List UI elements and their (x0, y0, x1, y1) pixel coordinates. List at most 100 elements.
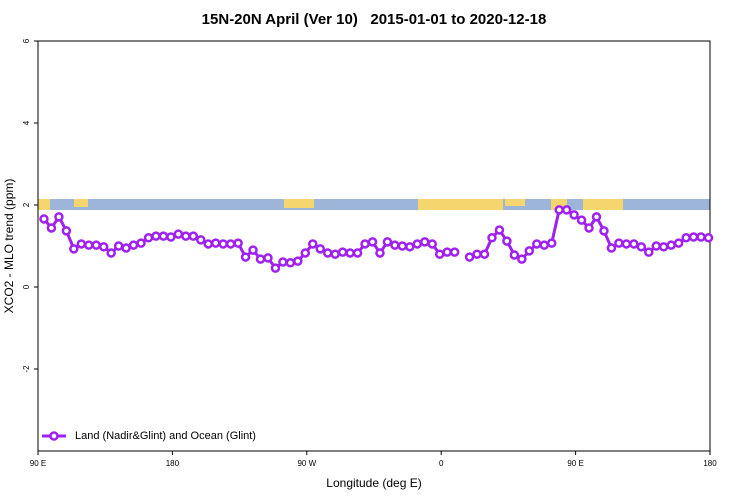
point (46, 223, 57, 233)
point (614, 238, 624, 248)
point (696, 232, 706, 242)
point (337, 247, 348, 257)
legend-marker (49, 431, 59, 441)
point (502, 236, 512, 246)
x-tick-label: 180 (166, 459, 180, 468)
point (113, 241, 124, 251)
point (345, 248, 355, 258)
point (576, 215, 587, 225)
point (136, 238, 146, 248)
point (569, 210, 579, 220)
point (69, 244, 79, 254)
point (158, 231, 169, 241)
point (509, 250, 520, 260)
point (644, 247, 654, 257)
point (539, 240, 549, 250)
point (143, 233, 154, 243)
y-tick-label: 0 (22, 284, 31, 289)
point (487, 233, 497, 243)
point (420, 237, 430, 247)
point (584, 223, 594, 233)
x-tick-label: 90 E (567, 459, 583, 468)
point (330, 249, 340, 259)
point (91, 240, 101, 250)
point (651, 241, 661, 251)
point (554, 205, 564, 215)
point (233, 238, 243, 248)
point (449, 247, 460, 257)
point (166, 232, 176, 242)
point (285, 258, 296, 268)
point (196, 235, 206, 245)
point (688, 232, 699, 242)
point (98, 242, 109, 252)
point (375, 248, 385, 258)
point (397, 241, 408, 251)
point (308, 239, 318, 249)
point (524, 246, 535, 256)
x-tick-label: 90 E (30, 459, 46, 468)
point (278, 257, 288, 267)
y-axis-label: XCO2 - MLO trend (ppm) (2, 179, 16, 314)
point (390, 240, 400, 250)
legend-label: Land (Nadir&Glint) and Ocean (Glint) (75, 430, 256, 442)
point (84, 240, 94, 250)
point (300, 248, 311, 258)
y-tick-label: 4 (22, 120, 31, 125)
point (666, 240, 676, 250)
point (464, 252, 475, 262)
point (270, 263, 281, 273)
point (360, 239, 370, 249)
point (561, 205, 572, 215)
y-tick-label: 2 (22, 202, 31, 207)
point (621, 239, 632, 249)
point (151, 231, 161, 241)
point (181, 231, 191, 241)
point (54, 212, 64, 222)
x-axis-label: Longitude (deg E) (326, 476, 421, 490)
point (606, 243, 617, 253)
point (681, 233, 691, 243)
point (39, 214, 49, 224)
point (658, 242, 669, 252)
point (293, 256, 303, 266)
point (255, 254, 266, 264)
point (517, 254, 527, 264)
point (121, 243, 131, 253)
point (673, 238, 684, 248)
point (61, 226, 72, 236)
point (315, 244, 325, 254)
point (263, 253, 273, 263)
point (248, 245, 258, 255)
point (322, 248, 333, 258)
point (703, 233, 714, 243)
point (427, 239, 437, 249)
point (203, 239, 213, 249)
point (546, 238, 557, 248)
chart-title: 15N-20N April (Ver 10) 2015-01-01 to 202… (202, 11, 547, 28)
point (599, 226, 609, 236)
point (173, 229, 184, 239)
plot-frame (37, 40, 711, 452)
point (218, 239, 228, 249)
y-tick-label: 6 (22, 38, 31, 43)
point (352, 248, 363, 258)
map-strip (38, 199, 710, 210)
point (225, 239, 236, 249)
point (442, 247, 452, 257)
point (479, 249, 490, 259)
x-tick-label: 0 (439, 459, 444, 468)
point (367, 237, 378, 247)
y-tick-label: -2 (22, 365, 31, 373)
point (106, 248, 116, 258)
point (188, 231, 199, 241)
point (591, 212, 602, 222)
point (532, 239, 542, 249)
point (472, 249, 482, 259)
point (240, 252, 251, 262)
point (128, 240, 139, 250)
point (382, 237, 393, 247)
x-tick-label: 180 (703, 459, 717, 468)
point (76, 239, 87, 249)
point (434, 249, 445, 259)
